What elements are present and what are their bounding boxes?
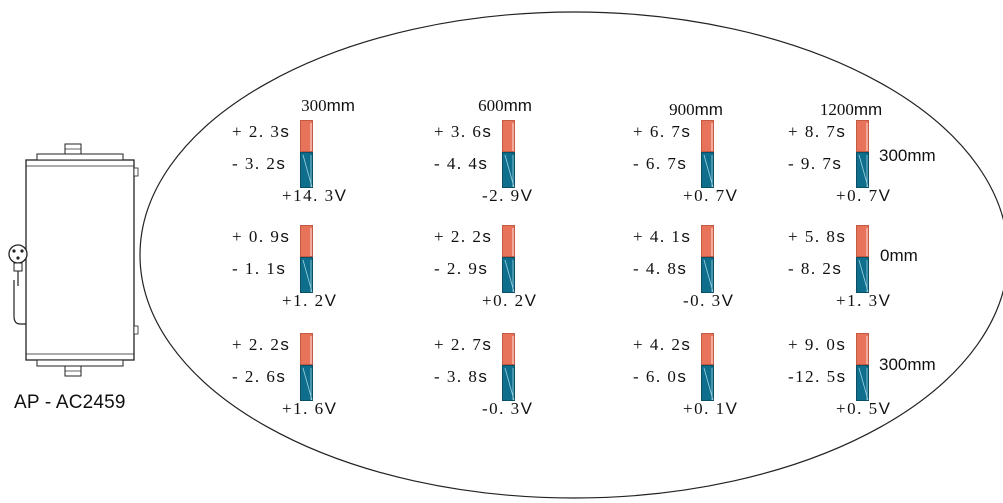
negative-time-value: - 4. 8s (633, 259, 686, 278)
negative-time-value: - 8. 2s (788, 259, 841, 278)
negative-time-value: - 9. 7s (788, 154, 841, 173)
positive-time-value: + 2. 2s (232, 335, 289, 354)
positive-time-value: + 3. 6s (434, 122, 491, 141)
row-label-bottom: 300mm (879, 355, 936, 374)
negative-time-value: - 1. 1s (232, 259, 285, 278)
connector-icon (8, 244, 28, 325)
negative-bar (502, 152, 515, 188)
positive-bar (502, 333, 515, 365)
voltage-value: +0. 5V (836, 399, 890, 418)
positive-time-value: + 9. 0s (788, 335, 845, 354)
voltage-value: -0. 3V (683, 291, 734, 310)
positive-time-value: + 6. 7s (633, 122, 690, 141)
row-label-middle: 0mm (880, 246, 918, 265)
positive-bar (300, 120, 313, 152)
negative-time-value: -12. 5s (788, 367, 846, 386)
measurement-cell: + 3. 6s - 4. 4s -2. 9V (434, 120, 584, 220)
negative-bar (701, 257, 714, 293)
positive-bar (856, 225, 869, 257)
negative-bar (502, 257, 515, 293)
negative-time-value: - 4. 4s (434, 154, 487, 173)
positive-bar (300, 225, 313, 257)
negative-bar (300, 365, 313, 401)
negative-time-value: - 2. 9s (434, 259, 487, 278)
voltage-value: +0. 7V (683, 186, 737, 205)
measurement-cell: + 2. 7s - 3. 8s -0. 3V (434, 333, 584, 433)
column-title-900: 900mm (669, 100, 723, 119)
positive-time-value: + 4. 1s (633, 227, 690, 246)
measurement-cell: + 9. 0s -12. 5s +0. 5V (788, 333, 938, 433)
negative-bar (300, 257, 313, 293)
positive-time-value: + 2. 7s (434, 335, 491, 354)
device-label: AP - AC2459 (14, 392, 126, 413)
measurement-cell: + 5. 8s - 8. 2s +1. 3V (788, 225, 938, 325)
column-title-300: 300mm (301, 96, 355, 115)
negative-time-value: - 2. 6s (232, 367, 285, 386)
voltage-value: +0. 7V (836, 186, 890, 205)
negative-time-value: - 6. 0s (633, 367, 686, 386)
positive-time-value: + 5. 8s (788, 227, 845, 246)
voltage-value: +1. 2V (282, 291, 336, 310)
measurement-cell: + 2. 2s - 2. 6s +1. 6V (232, 333, 382, 433)
voltage-value: +1. 6V (282, 399, 336, 418)
negative-bar (701, 152, 714, 188)
negative-bar (856, 365, 869, 401)
positive-bar (502, 225, 515, 257)
positive-bar (856, 120, 869, 152)
voltage-value: -0. 3V (482, 399, 533, 418)
negative-bar (701, 365, 714, 401)
positive-time-value: + 0. 9s (232, 227, 289, 246)
positive-time-value: + 2. 2s (434, 227, 491, 246)
voltage-value: +0. 1V (683, 399, 737, 418)
negative-time-value: - 3. 8s (434, 367, 487, 386)
measurement-cell: + 4. 2s - 6. 0s +0. 1V (633, 333, 783, 433)
positive-bar (701, 225, 714, 257)
column-title-1200: 1200mm (819, 100, 883, 119)
voltage-value: +0. 2V (482, 291, 536, 310)
negative-bar (856, 257, 869, 293)
positive-bar (701, 333, 714, 365)
row-label-top: 300mm (879, 146, 936, 165)
measurement-cell: + 6. 7s - 6. 7s +0. 7V (633, 120, 783, 220)
negative-time-value: - 6. 7s (633, 154, 686, 173)
measurement-cell: + 2. 2s - 2. 9s +0. 2V (434, 225, 584, 325)
negative-bar (856, 152, 869, 188)
measurement-cell: + 0. 9s - 1. 1s +1. 2V (232, 225, 382, 325)
column-title-600: 600mm (478, 96, 532, 115)
measurement-cell: + 8. 7s - 9. 7s +0. 7V (788, 120, 938, 220)
negative-time-value: - 3. 2s (232, 154, 285, 173)
positive-bar (502, 120, 515, 152)
negative-bar (502, 365, 515, 401)
measurement-cell: + 4. 1s - 4. 8s -0. 3V (633, 225, 783, 325)
negative-bar (300, 152, 313, 188)
voltage-value: -2. 9V (482, 186, 533, 205)
voltage-value: +1. 3V (836, 291, 890, 310)
measurement-cell: + 2. 3s - 3. 2s +14. 3V (232, 120, 382, 220)
positive-time-value: + 2. 3s (232, 122, 289, 141)
device-drawing (0, 140, 150, 380)
positive-time-value: + 8. 7s (788, 122, 845, 141)
positive-bar (856, 333, 869, 365)
voltage-value: +14. 3V (282, 186, 346, 205)
positive-time-value: + 4. 2s (633, 335, 690, 354)
positive-bar (701, 120, 714, 152)
positive-bar (300, 333, 313, 365)
